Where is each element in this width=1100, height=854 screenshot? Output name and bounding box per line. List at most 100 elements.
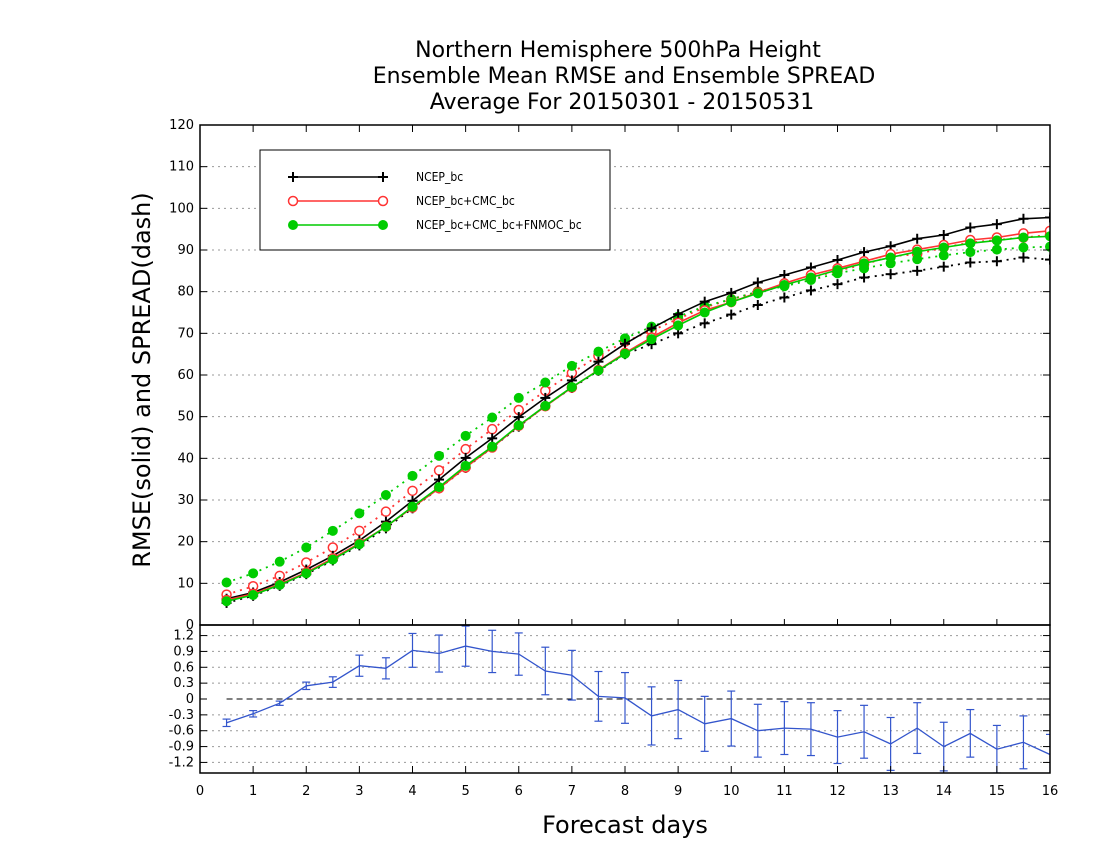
data-point — [991, 219, 1002, 230]
legend-label: NCEP_bc+CMC_bc+FNMOC_bc — [416, 218, 582, 232]
data-point — [805, 285, 816, 296]
error-bar — [806, 702, 815, 757]
error-bar — [1019, 715, 1028, 770]
y-axis-title: RMSE(solid) and SPREAD(dash) — [128, 192, 156, 568]
data-point — [646, 323, 657, 334]
data-point — [699, 307, 710, 318]
data-point — [699, 296, 710, 307]
top-y-tick-label: 70 — [177, 326, 194, 341]
error-bar — [541, 646, 550, 696]
error-bar — [381, 657, 390, 680]
data-point — [832, 279, 843, 290]
data-point — [593, 346, 604, 357]
data-point — [487, 441, 498, 452]
data-point — [859, 272, 870, 283]
legend: NCEP_bc NCEP_bc+CMC_bc NCEP_bc+CMC_bc+FNMO… — [259, 149, 611, 251]
top-y-tick-label: 80 — [177, 285, 194, 300]
error-bar — [355, 654, 364, 677]
data-point — [646, 334, 657, 345]
top-y-tick-label: 50 — [177, 410, 194, 425]
error-bar — [833, 710, 842, 765]
data-point — [1018, 242, 1029, 253]
x-tick-label: 9 — [674, 784, 682, 799]
data-point — [965, 257, 976, 268]
data-point — [327, 554, 338, 565]
data-point — [434, 450, 445, 461]
data-point — [752, 288, 763, 299]
data-point — [991, 256, 1002, 267]
data-point — [965, 247, 976, 258]
rmse-series-dot — [221, 231, 1050, 607]
error-bar — [328, 676, 337, 688]
data-point — [354, 539, 365, 550]
series-line — [226, 216, 1050, 600]
data-point — [487, 412, 498, 423]
error-bar — [860, 704, 869, 759]
top-panel-series — [221, 212, 1050, 608]
data-point — [407, 485, 418, 497]
data-point — [859, 247, 870, 258]
data-point — [566, 360, 577, 371]
x-tick-label: 0 — [196, 784, 204, 799]
data-point — [288, 172, 298, 182]
top-y-tick-label: 20 — [177, 535, 194, 550]
data-point — [460, 460, 471, 471]
error-bar — [674, 679, 683, 740]
data-point — [885, 269, 896, 280]
error-bar — [647, 686, 656, 746]
data-point — [1045, 212, 1050, 223]
legend-label: NCEP_bc — [416, 170, 463, 184]
bottom-y-tick-label: -0.9 — [169, 740, 194, 755]
data-point — [991, 244, 1002, 255]
data-point — [540, 400, 551, 411]
error-bar — [567, 649, 576, 701]
spread-series-circle — [221, 229, 1050, 600]
legend-label: NCEP_bc+CMC_bc — [416, 194, 515, 208]
data-point — [779, 280, 790, 290]
error-bar — [913, 702, 922, 755]
error-bar — [886, 716, 895, 771]
data-point — [885, 252, 896, 263]
bottom-y-tick-label: 0.6 — [173, 660, 194, 675]
bottom-y-tick-label: -0.6 — [169, 724, 194, 739]
x-axis: 0 1 2 3 4 5 6 7 8 9 10 11 12 13 14 15 16 — [196, 125, 1058, 799]
data-point — [620, 348, 630, 359]
legend-entry: NCEP_bc+CMC_bc+FNMOC_bc — [288, 218, 582, 232]
data-point — [726, 309, 737, 320]
data-point — [513, 392, 524, 403]
data-point — [378, 172, 388, 182]
data-point — [938, 261, 949, 272]
legend-entry: NCEP_bc+CMC_bc — [287, 194, 515, 208]
bottom-y-tick-label: 1.2 — [173, 629, 194, 644]
data-point — [380, 521, 391, 532]
legend-entry: NCEP_bc — [288, 170, 463, 184]
difference-series — [222, 625, 1050, 773]
top-y-tick-label: 60 — [177, 368, 194, 383]
error-bar — [780, 701, 789, 756]
data-point — [1018, 252, 1029, 263]
data-point — [1045, 241, 1050, 252]
bottom-panel-gridlines — [200, 635, 1050, 763]
series-line — [226, 645, 1050, 756]
data-point — [726, 297, 737, 308]
data-point — [407, 501, 418, 512]
error-bar — [514, 632, 523, 676]
bottom-panel-y-axis: 1.20.90.60.30-0.3-0.6-0.9-1.2 — [169, 629, 1050, 770]
x-tick-label: 2 — [302, 784, 310, 799]
data-point — [673, 320, 684, 331]
data-point — [1018, 213, 1029, 224]
series-line — [226, 256, 1050, 604]
series-line — [226, 245, 1050, 584]
data-point — [380, 506, 392, 517]
data-point — [433, 465, 445, 476]
data-point — [301, 542, 312, 553]
series-line — [226, 234, 1050, 596]
bottom-y-tick-label: -0.3 — [169, 708, 194, 723]
error-bar — [621, 671, 629, 724]
data-point — [912, 265, 923, 276]
x-tick-label: 16 — [1042, 784, 1059, 799]
error-bar — [1046, 733, 1050, 773]
data-point — [859, 258, 870, 269]
